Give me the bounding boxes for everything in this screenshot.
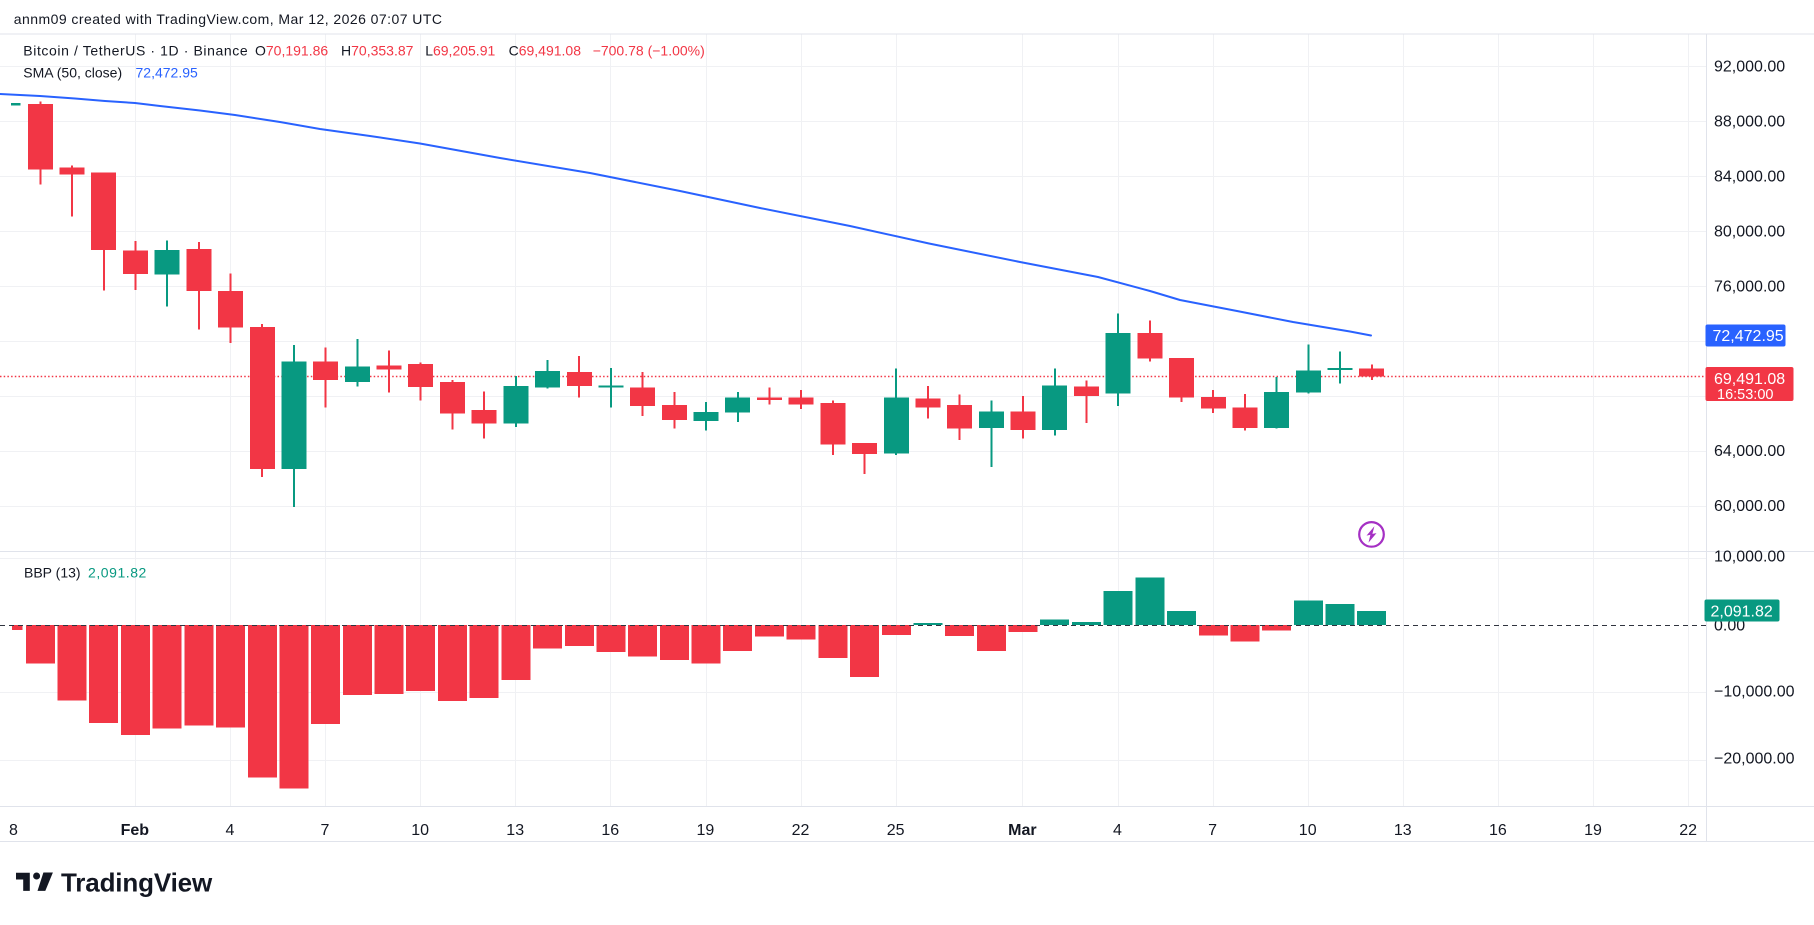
svg-text:19: 19 xyxy=(697,822,715,839)
svg-text:10: 10 xyxy=(1299,822,1317,839)
svg-text:88,000.00: 88,000.00 xyxy=(1714,114,1785,131)
svg-text:H70,353.87: H70,353.87 xyxy=(341,43,414,59)
svg-text:0.00: 0.00 xyxy=(1714,618,1745,635)
svg-text:16: 16 xyxy=(1489,822,1507,839)
svg-text:4: 4 xyxy=(1113,822,1122,839)
svg-text:Feb: Feb xyxy=(121,822,150,839)
svg-text:7: 7 xyxy=(1208,822,1217,839)
svg-text:92,000.00: 92,000.00 xyxy=(1714,59,1785,76)
svg-text:76,000.00: 76,000.00 xyxy=(1714,278,1785,295)
svg-text:Mar: Mar xyxy=(1008,822,1036,839)
svg-text:10,000.00: 10,000.00 xyxy=(1714,549,1785,566)
svg-text:60,000.00: 60,000.00 xyxy=(1714,498,1785,515)
svg-text:BBP (13): BBP (13) xyxy=(24,565,81,581)
svg-text:64,000.00: 64,000.00 xyxy=(1714,443,1785,460)
svg-text:25: 25 xyxy=(887,822,905,839)
svg-text:SMA (50, close): SMA (50, close) xyxy=(23,65,122,81)
svg-text:72,472.95: 72,472.95 xyxy=(1713,328,1784,345)
svg-text:2,091.82: 2,091.82 xyxy=(1711,603,1773,620)
svg-text:annm09 created with TradingVie: annm09 created with TradingView.com, Mar… xyxy=(14,11,443,27)
svg-text:22: 22 xyxy=(792,822,810,839)
svg-text:16: 16 xyxy=(601,822,619,839)
svg-text:−10,000.00: −10,000.00 xyxy=(1714,684,1795,701)
svg-text:13: 13 xyxy=(506,822,524,839)
svg-text:22: 22 xyxy=(1679,822,1697,839)
svg-text:84,000.00: 84,000.00 xyxy=(1714,169,1785,186)
svg-text:16:53:00: 16:53:00 xyxy=(1717,387,1773,403)
svg-text:L69,205.91: L69,205.91 xyxy=(425,43,495,59)
svg-text:72,472.95: 72,472.95 xyxy=(136,65,198,81)
svg-text:80,000.00: 80,000.00 xyxy=(1714,223,1785,240)
svg-text:13: 13 xyxy=(1394,822,1412,839)
svg-text:19: 19 xyxy=(1584,822,1602,839)
svg-text:69,491.08: 69,491.08 xyxy=(1714,371,1785,388)
svg-text:8: 8 xyxy=(9,822,18,839)
svg-text:−700.78 (−1.00%): −700.78 (−1.00%) xyxy=(593,43,705,59)
svg-text:10: 10 xyxy=(411,822,429,839)
svg-text:O70,191.86: O70,191.86 xyxy=(255,43,328,59)
svg-text:2,091.82: 2,091.82 xyxy=(88,565,147,581)
svg-text:TradingView: TradingView xyxy=(61,867,213,897)
svg-text:4: 4 xyxy=(225,822,234,839)
svg-text:7: 7 xyxy=(321,822,330,839)
svg-text:−20,000.00: −20,000.00 xyxy=(1714,750,1795,767)
svg-text:Bitcoin / TetherUS · 1D · Bina: Bitcoin / TetherUS · 1D · Binance xyxy=(23,43,248,59)
svg-text:C69,491.08: C69,491.08 xyxy=(509,43,582,59)
